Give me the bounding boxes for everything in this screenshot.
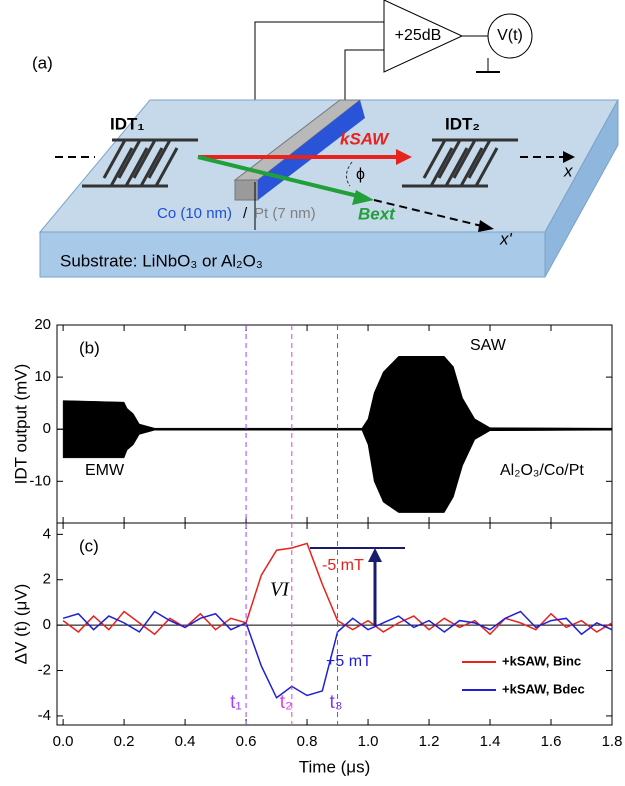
axis-label: x: [563, 161, 573, 180]
x-tick-label: 1.0: [358, 733, 379, 750]
x-tick-label: 0.0: [53, 733, 74, 750]
panel-label: (a): [32, 53, 53, 72]
arrowhead: [396, 149, 412, 165]
y-tick-label: 20: [34, 316, 51, 333]
wire: [344, 49, 384, 105]
legend-label: +kSAW, Binc: [502, 653, 581, 668]
phi-label: ϕ: [356, 166, 365, 183]
y-tick-label: 4: [43, 525, 51, 542]
substrate-side: [544, 99, 619, 278]
x-axis-title: Time (μs): [299, 757, 371, 776]
panel-label: (b): [79, 338, 100, 357]
annotation: +5 mT: [326, 653, 372, 670]
plot-frame: [56, 522, 613, 726]
annotation: SAW: [470, 337, 507, 354]
slash: /: [243, 205, 248, 222]
y-tick-label: -4: [38, 707, 51, 724]
signal-envelope: [62, 428, 613, 513]
annotation: -5 mT: [322, 557, 364, 574]
annotation: VI: [270, 579, 290, 601]
signal-line: [62, 542, 613, 636]
time-marker-label: t₃: [330, 692, 343, 713]
x-tick-label: 1.6: [541, 733, 562, 750]
annotation: Al₂O₃/Co/Pt: [500, 462, 584, 479]
legend-label: +kSAW, Bdec: [502, 681, 585, 696]
diagram: (a) +25dB V(t) Substrate: LiNbO₃ or Al₂O…: [32, 0, 619, 278]
panel-label: (c): [79, 536, 99, 555]
co-label: Co (10 nm): [157, 205, 232, 222]
signal-envelope: [62, 356, 613, 430]
x-tick-label: 1.4: [480, 733, 501, 750]
y-tick-label: 0: [43, 616, 51, 633]
x-tick-label: 0.8: [297, 733, 318, 750]
substrate-label: Substrate: LiNbO₃ or Al₂O₃: [60, 251, 263, 270]
arrowhead: [478, 220, 494, 232]
x-tick-label: 0.6: [236, 733, 257, 750]
y-axis-title: IDT output (mV): [11, 364, 30, 485]
y-tick-label: 2: [43, 571, 51, 588]
y-tick-label: 10: [34, 368, 51, 385]
y-tick-label: 0: [43, 420, 51, 437]
b-arrow: [197, 155, 363, 199]
x-tick-label: 1.8: [602, 733, 623, 750]
arrowhead: [352, 190, 374, 205]
x-tick-label: 0.2: [114, 733, 135, 750]
axis-line: [373, 199, 483, 227]
pt-label: Pt (7 nm): [254, 205, 316, 222]
y-tick-label: -10: [29, 472, 51, 489]
axis-label: x': [499, 229, 513, 248]
idt-label: IDT₂: [445, 114, 480, 133]
annotation: EMW: [85, 462, 125, 479]
amp-label: +25dB: [395, 27, 442, 44]
arrowhead: [563, 151, 575, 163]
meter: [487, 13, 533, 59]
b-label: Bext: [358, 204, 396, 223]
idt-right: [402, 138, 518, 188]
y-axis-title: ΔV (t) (μV): [11, 584, 30, 665]
meter-label: V(t): [497, 27, 523, 44]
time-marker-label: t₁: [230, 692, 242, 713]
k-label: kSAW: [340, 129, 390, 148]
bar-co: [258, 100, 365, 200]
angle-arc: [346, 161, 353, 187]
x-tick-label: 0.4: [175, 733, 196, 750]
idt-left: [82, 138, 198, 188]
arrowhead: [368, 548, 382, 562]
time-marker-label: t₂: [280, 692, 293, 713]
idt-label: IDT₁: [110, 114, 144, 133]
x-tick-label: 1.2: [419, 733, 440, 750]
amplifier: [383, 0, 464, 73]
y-tick-label: -2: [38, 661, 51, 678]
